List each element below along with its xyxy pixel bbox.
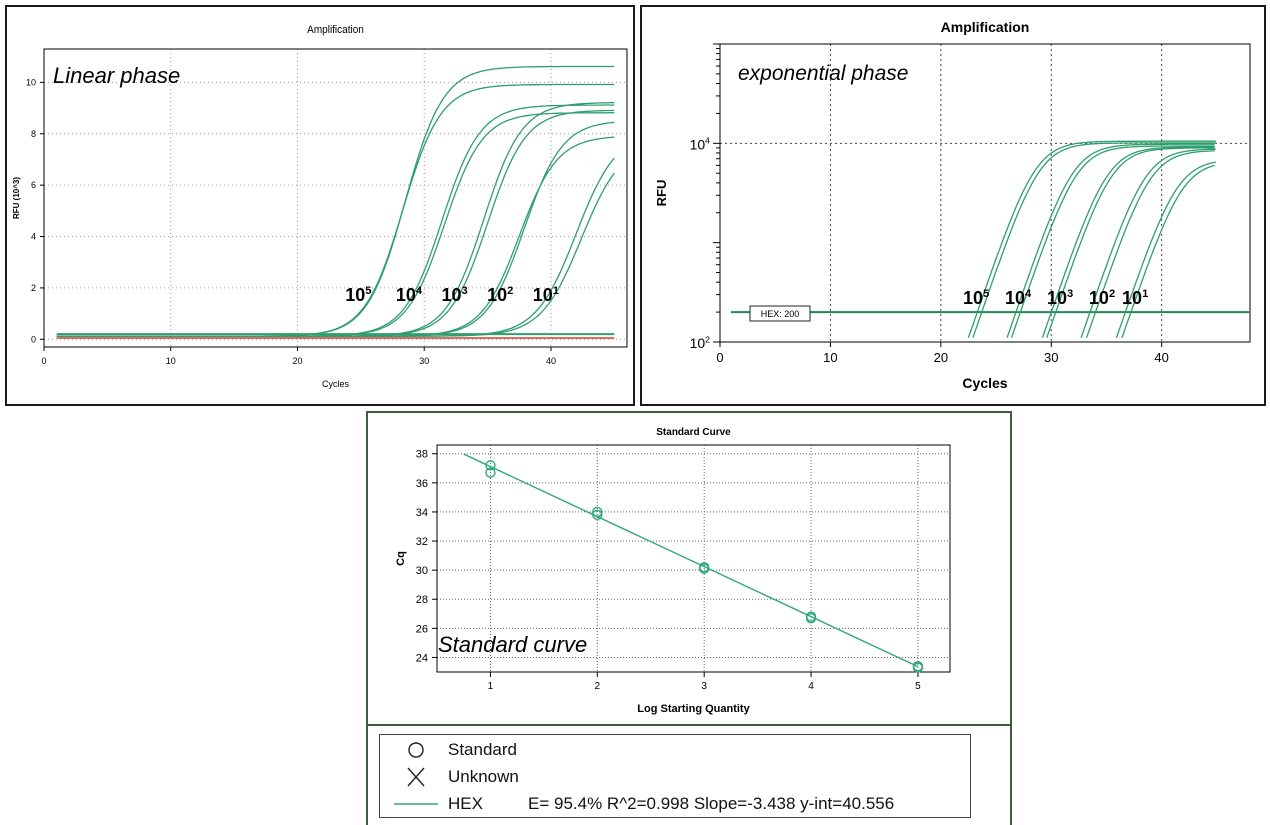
amplification-curve-6 [56, 109, 615, 337]
dilution-label-4: 102 [487, 285, 513, 305]
legend-row-hex: HEX E= 95.4% R^2=0.998 Slope=-3.438 y-in… [380, 791, 970, 817]
standard-point-10 [912, 662, 924, 673]
legend-box: Standard Unknown HEX E= 95.4% R^2=0.998 … [379, 734, 971, 818]
threshold-label: HEX: 200 [761, 309, 800, 319]
y-tick-label-1: 26 [416, 623, 428, 635]
circle-marker-icon [408, 742, 424, 758]
standard-point-8 [805, 612, 817, 624]
phase-annotation: exponential phase [738, 62, 908, 85]
x-tick-label-4: 5 [915, 681, 921, 692]
x-tick-label-4: 40 [1154, 350, 1168, 365]
dilution-label-3: 103 [1047, 288, 1073, 308]
x-tick-label-3: 30 [1044, 350, 1058, 365]
x-axis-label: Log Starting Quantity [637, 703, 750, 715]
linear-amplification-panel: Amplification 0 10 20 30 40 0 2 4 6 8 10 Cycles RFU (… [5, 5, 635, 406]
amplification-curve-8 [1085, 150, 1215, 339]
line-marker-icon [394, 803, 438, 805]
dilution-label-3: 103 [442, 285, 468, 305]
dilution-label-1: 105 [963, 288, 989, 308]
dilution-label-2: 104 [1005, 288, 1032, 308]
y-tick-label-5: 10 [26, 77, 36, 87]
x-tick-label-2: 20 [934, 350, 948, 365]
linear-amplification-chart: Amplification 0 10 20 30 40 0 2 4 6 8 10 Cycles RFU (… [12, 24, 628, 389]
plot-frame [43, 48, 628, 348]
y-tick-label-5: 34 [416, 507, 428, 519]
fit-line [463, 453, 919, 668]
amplification-curve-10 [1121, 164, 1215, 339]
dilution-label-5: 101 [1122, 288, 1148, 308]
x-tick-label-1: 2 [595, 681, 601, 692]
cross-marker-icon [407, 767, 425, 787]
amplification-curve-5 [1041, 146, 1215, 338]
legend-hex-label: HEX [448, 794, 483, 813]
legend-equation: E= 95.4% R^2=0.998 Slope=-3.438 y-int=40… [528, 794, 895, 813]
y-axis-label: RFU (10^3) [12, 177, 21, 219]
exponential-amplification-panel: Amplification 0 10 20 30 40 102 104 Cycles RFU HEX… [640, 5, 1266, 406]
standard-curve-panel: Standard Curve 1 2 3 4 5 24 26 28 30 32 34 36 38 Log S… [366, 411, 1012, 726]
y-tick-label-6: 36 [416, 478, 428, 490]
amplification-curve-4 [56, 112, 615, 337]
amplification-curve-5 [56, 102, 615, 337]
x-tick-label-4: 40 [546, 356, 556, 366]
x-axis-label: Cycles [962, 375, 1007, 391]
exponential-amplification-chart: Amplification 0 10 20 30 40 102 104 Cycles RFU HEX… [654, 19, 1251, 391]
x-tick-label-1: 10 [166, 356, 176, 366]
chart-title: Standard Curve [656, 427, 731, 438]
y-tick-label-3: 30 [416, 565, 428, 577]
x-tick-label-3: 4 [808, 681, 814, 692]
amplification-curve-4 [1010, 145, 1215, 338]
standard-point-1 [485, 460, 496, 471]
x-tick-label-0: 1 [488, 681, 494, 692]
chart-title: Amplification [941, 19, 1030, 35]
y-tick-label-4: 32 [416, 536, 428, 548]
amplification-curve-3 [1006, 143, 1215, 338]
y-tick-label-1: 2 [31, 283, 36, 293]
legend-unknown-label: Unknown [448, 767, 519, 786]
x-tick-label-2: 3 [701, 681, 707, 692]
y-tick-label-0: 102 [690, 334, 711, 351]
amplification-curve-9 [1115, 161, 1216, 339]
legend-panel: Standard Unknown HEX E= 95.4% R^2=0.998 … [366, 724, 1012, 825]
y-tick-label-0: 0 [31, 334, 36, 344]
threshold-label-box [749, 305, 811, 322]
amplification-curve-7 [1080, 148, 1216, 339]
x-tick-label-2: 20 [292, 356, 302, 366]
standard-point-4 [592, 509, 603, 521]
y-tick-label-2: 28 [416, 594, 428, 606]
y-axis-label: RFU [654, 180, 669, 207]
standard-point-3 [592, 506, 603, 518]
x-tick-label-3: 30 [419, 356, 429, 366]
plot-frame [436, 444, 951, 673]
amplification-curve-1 [967, 140, 1216, 338]
dilution-label-5: 101 [533, 285, 559, 305]
y-tick-label-3: 6 [31, 180, 36, 190]
amplification-curve-2 [972, 142, 1216, 338]
standard-point-2 [485, 467, 496, 478]
x-tick-label-1: 10 [823, 350, 837, 365]
plot-frame [719, 43, 1251, 343]
amplification-curve-10 [56, 172, 615, 337]
y-tick-label-4: 8 [31, 129, 36, 139]
dilution-label-1: 105 [345, 285, 371, 305]
y-tick-label-7: 38 [416, 449, 428, 461]
amplification-curve-8 [56, 121, 615, 337]
phase-annotation: Linear phase [53, 63, 180, 88]
dilution-label-4: 102 [1089, 288, 1115, 308]
x-axis-label: Cycles [322, 379, 350, 389]
legend-standard-label: Standard [448, 740, 517, 759]
phase-annotation: Standard curve [438, 632, 587, 657]
standard-point-6 [698, 563, 710, 574]
amplification-curve-6 [1046, 147, 1215, 338]
dilution-label-2: 104 [396, 285, 423, 305]
y-axis-label: Cq [395, 551, 407, 566]
y-tick-label-2: 4 [31, 232, 36, 242]
x-tick-label-0: 0 [716, 350, 723, 365]
y-tick-label-0: 24 [416, 652, 428, 664]
y-tick-label-1: 104 [690, 136, 711, 153]
chart-title: Amplification [307, 24, 364, 37]
amplification-curve-3 [56, 104, 615, 337]
x-tick-label-0: 0 [41, 356, 46, 366]
